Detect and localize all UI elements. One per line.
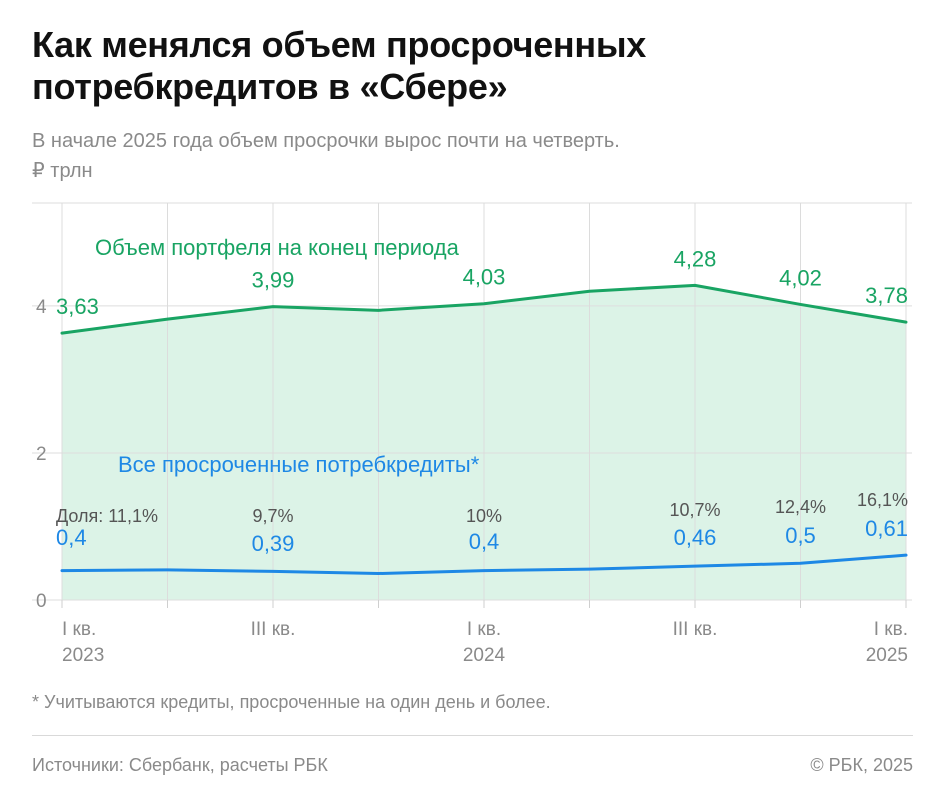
y-tick-label: 2: [36, 444, 47, 465]
divider: [32, 735, 913, 736]
share-label: Доля: 11,1%: [56, 506, 158, 526]
overdue-value-label: 0,39: [252, 531, 295, 556]
x-tick-label-year: 2024: [463, 645, 506, 666]
footnote: * Учитываются кредиты, просроченные на о…: [32, 692, 551, 712]
x-tick-label-year: 2023: [62, 645, 104, 666]
x-tick-label-quarter: I кв.: [467, 619, 501, 640]
portfolio-value-label: 3,78: [865, 283, 908, 308]
share-label: 16,1%: [857, 490, 908, 510]
overdue-value-label: 0,4: [56, 525, 87, 550]
y-tick-label: 4: [36, 297, 47, 318]
source-text: Источники: Сбербанк, расчеты РБК: [32, 755, 328, 775]
share-label: 10,7%: [669, 500, 720, 520]
portfolio-line: [60, 283, 908, 335]
chart-subtitle: В начале 2025 года объем просрочки вырос…: [32, 130, 620, 152]
x-tick-label-quarter: I кв.: [874, 619, 908, 640]
portfolio-value-label: 3,99: [252, 268, 295, 293]
x-tick-label-quarter: III кв.: [251, 619, 296, 640]
copyright-text: © РБК, 2025: [810, 755, 913, 775]
overdue-value-label: 0,61: [865, 516, 908, 541]
y-tick-label: 0: [36, 591, 47, 612]
portfolio-value-label: 4,03: [463, 265, 506, 290]
portfolio-value-label: 3,63: [56, 294, 99, 319]
overdue-line: [60, 553, 908, 576]
unit-label: ₽ трлн: [32, 160, 93, 182]
overdue-series-label: Все просроченные потребкредиты*: [118, 452, 480, 477]
area-chart: 0 2 4 3,63 3,99 4,03 4,28 4,02 3,78 0,4 0,39 0,4 0,4…: [32, 202, 912, 666]
x-tick-label-quarter: I кв.: [62, 619, 96, 640]
share-label: 10%: [466, 506, 502, 526]
overdue-value-label: 0,46: [674, 525, 717, 550]
portfolio-value-label: 4,28: [674, 246, 717, 271]
portfolio-value-label: 4,02: [779, 265, 822, 290]
overdue-value-label: 0,5: [785, 523, 816, 548]
chart-title: Как менялся объем просроченных потребкре…: [32, 24, 646, 107]
portfolio-series-label: Объем портфеля на конец периода: [95, 235, 460, 260]
share-label: 9,7%: [252, 506, 293, 526]
share-label: 12,4%: [775, 497, 826, 517]
x-tick-label-quarter: III кв.: [673, 619, 718, 640]
x-tick-label-year: 2025: [866, 645, 908, 666]
overdue-value-label: 0,4: [469, 529, 500, 554]
